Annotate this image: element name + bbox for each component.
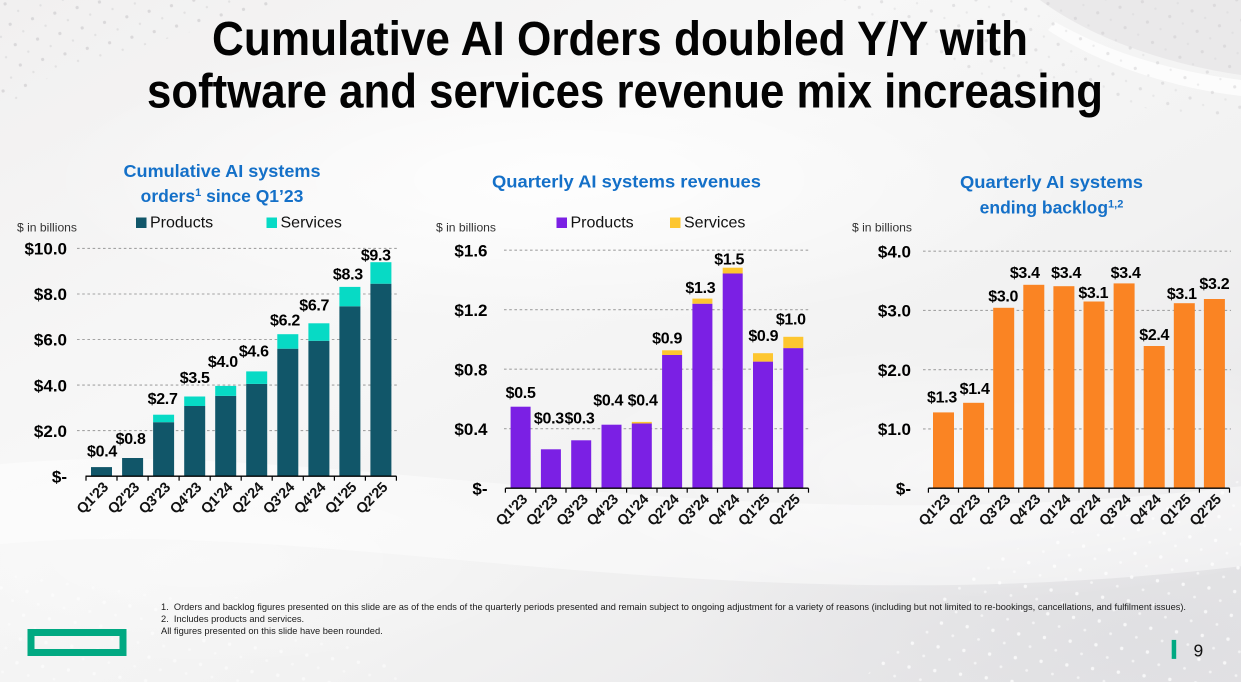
svg-text:2. Includes products and serv: 2. Includes products and services.: [161, 614, 304, 624]
svg-text:Quarterly AI systems: Quarterly AI systems: [960, 172, 1143, 192]
svg-text:$3.0: $3.0: [878, 302, 911, 321]
svg-text:$6.2: $6.2: [270, 313, 300, 330]
svg-text:$4.0: $4.0: [878, 242, 911, 261]
svg-text:Quarterly AI systems revenues: Quarterly AI systems revenues: [492, 172, 761, 192]
svg-text:ending backlog1,2: ending backlog1,2: [980, 198, 1124, 218]
svg-text:$0.4: $0.4: [628, 393, 658, 410]
svg-text:$2.4: $2.4: [1139, 327, 1169, 344]
svg-text:$0.8: $0.8: [454, 360, 487, 379]
svg-text:$9.3: $9.3: [361, 247, 391, 264]
svg-text:$1.0: $1.0: [878, 420, 911, 439]
svg-text:orders1 since Q1’23: orders1 since Q1’23: [141, 186, 304, 206]
svg-text:$4.6: $4.6: [239, 344, 269, 361]
svg-text:9: 9: [1194, 641, 1204, 661]
svg-text:$1.3: $1.3: [927, 390, 957, 407]
svg-text:$-: $-: [52, 467, 67, 486]
svg-text:$10.0: $10.0: [24, 240, 67, 259]
svg-text:$8.3: $8.3: [333, 266, 363, 283]
svg-text:$3.1: $3.1: [1078, 285, 1108, 302]
svg-text:$ in billions: $ in billions: [436, 221, 496, 235]
svg-text:$3.5: $3.5: [180, 370, 210, 387]
svg-text:$3.1: $3.1: [1167, 286, 1197, 303]
svg-text:$3.4: $3.4: [1051, 265, 1081, 282]
svg-text:$ in billions: $ in billions: [852, 221, 912, 235]
svg-text:$6.0: $6.0: [34, 331, 67, 350]
svg-text:$4.0: $4.0: [208, 354, 238, 371]
svg-text:$1.0: $1.0: [776, 312, 806, 329]
svg-text:$0.3: $0.3: [534, 411, 564, 428]
svg-text:software and services revenue: software and services revenue mix increa…: [147, 66, 1103, 119]
svg-text:$0.4: $0.4: [593, 393, 623, 410]
svg-text:$4.0: $4.0: [34, 376, 67, 395]
svg-text:$0.3: $0.3: [565, 411, 595, 428]
svg-text:$0.9: $0.9: [748, 328, 778, 345]
svg-text:$-: $-: [896, 479, 911, 498]
svg-text:$0.4: $0.4: [454, 420, 488, 439]
svg-text:Products: Products: [150, 215, 213, 232]
svg-text:1. Orders and backlog figures: 1. Orders and backlog figures presented …: [161, 602, 1186, 612]
svg-text:$2.0: $2.0: [878, 361, 911, 380]
svg-text:$3.4: $3.4: [1111, 265, 1141, 282]
svg-text:Services: Services: [684, 215, 745, 232]
svg-text:$1.3: $1.3: [685, 280, 715, 297]
svg-text:$0.9: $0.9: [652, 331, 682, 348]
svg-text:$-: $-: [472, 479, 487, 498]
svg-text:$0.5: $0.5: [506, 385, 536, 402]
svg-text:$1.6: $1.6: [454, 241, 487, 260]
svg-text:$1.5: $1.5: [714, 252, 744, 269]
svg-text:Products: Products: [571, 215, 634, 232]
svg-text:Cumulative AI Orders doubled Y: Cumulative AI Orders doubled Y/Y with: [212, 13, 1028, 66]
svg-text:$3.4: $3.4: [1010, 265, 1040, 282]
svg-text:$1.4: $1.4: [960, 381, 990, 398]
svg-text:Services: Services: [281, 215, 342, 232]
svg-text:$2.7: $2.7: [148, 391, 178, 408]
svg-text:$0.4: $0.4: [87, 443, 117, 460]
svg-text:$3.0: $3.0: [988, 289, 1018, 306]
svg-text:$8.0: $8.0: [34, 285, 67, 304]
svg-text:Cumulative AI systems: Cumulative AI systems: [124, 161, 321, 181]
svg-text:$0.8: $0.8: [116, 431, 146, 448]
svg-text:$2.0: $2.0: [34, 422, 67, 441]
svg-text:$3.2: $3.2: [1199, 276, 1229, 293]
svg-text:$6.7: $6.7: [299, 297, 329, 314]
svg-text:All figures presented on this: All figures presented on this slide have…: [161, 626, 383, 636]
svg-text:$ in billions: $ in billions: [17, 221, 77, 235]
svg-text:$1.2: $1.2: [454, 301, 487, 320]
